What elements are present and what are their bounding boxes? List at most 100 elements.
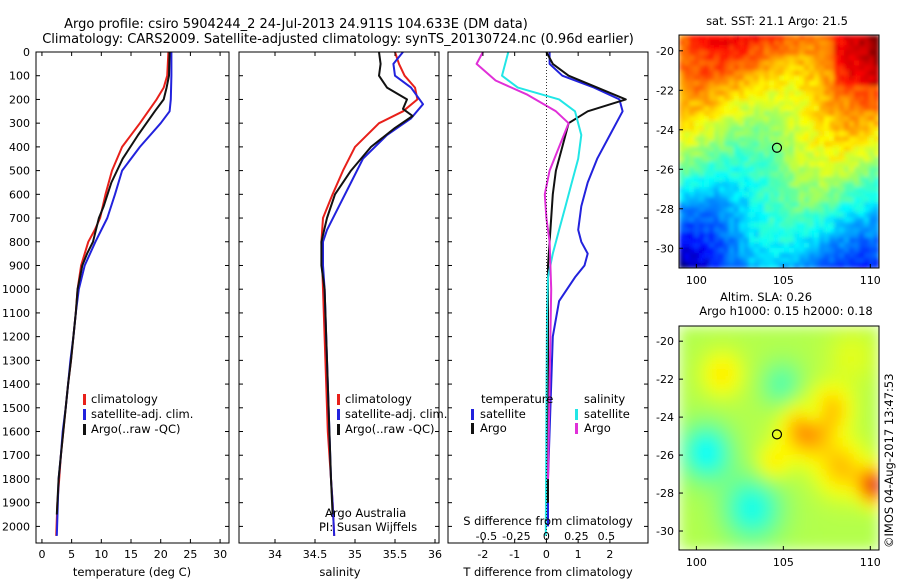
sst-cell [709,90,715,97]
sst-cell [779,237,785,244]
sst-cell [874,161,879,168]
sla-cell [729,431,736,439]
sla-cell [866,411,874,419]
sla-cell [785,510,793,518]
sla-cell [860,451,868,459]
sla-cell [760,484,768,492]
sla-cell [766,464,774,472]
sla-cell [866,451,874,459]
sla-cell [679,510,686,518]
sla-cell [791,451,799,459]
sla-cell [854,405,861,413]
sst-cell [749,227,755,234]
map-y-tick-label: -24 [656,411,674,424]
sst-cell [679,65,685,72]
sla-cell [760,477,768,485]
sla-cell [747,378,755,386]
sla-cell [710,444,718,452]
sst-cell [849,105,855,112]
sla-cell [835,517,843,525]
sla-cell [854,352,861,360]
sst-cell [839,151,845,158]
sst-cell [779,60,785,66]
sst-cell [874,90,879,97]
y-tick-label: 1800 [2,473,30,486]
sst-cell [759,85,765,92]
sst-cell [689,242,695,249]
sst-cell [829,146,835,153]
sla-cell [691,451,699,459]
sst-cell [874,202,879,208]
sst-cell [689,50,695,56]
sla-cell [710,372,718,380]
sst-cell [819,262,825,268]
sla-cell [685,345,693,353]
sla-cell [685,484,693,492]
sst-cell [774,75,780,82]
sst-cell [764,65,770,72]
sla-cell [741,358,749,367]
sst-cell [754,60,760,66]
sst-cell [819,136,825,142]
sst-cell [749,257,755,264]
sst-cell [769,80,775,87]
sla-cell [841,424,849,432]
sla-cell [797,536,805,544]
sla-cell [854,457,861,465]
sst-cell [809,111,815,117]
sla-cell [841,378,849,386]
sst-cell [799,116,805,122]
sst-cell [854,237,860,244]
sla-cell [797,372,805,380]
sst-cell [779,141,785,148]
sst-cell [699,35,705,41]
sla-cell [866,484,874,492]
sst-cell [844,126,850,132]
sla-cell [710,365,718,373]
y-tick-label: 1100 [2,307,30,320]
sst-cell [809,146,815,153]
sst-cell [819,50,825,56]
sla-cell [810,530,818,538]
sst-cell [864,146,870,153]
sst-cell [704,85,710,92]
sst-cell [689,161,695,168]
sla-cell [791,503,799,512]
sst-cell [869,237,875,244]
sla-cell [860,444,868,452]
sst-cell [804,131,810,137]
sla-cell [754,464,761,472]
sst-cell [734,80,740,87]
sst-cell [844,75,850,82]
sst-cell [864,232,870,239]
sla-cell [697,497,705,505]
sst-cell [834,212,840,218]
sst-field [679,35,879,268]
sst-cell [799,85,805,92]
sla-cell [785,470,793,479]
sla-cell [829,536,836,544]
sst-cell [739,262,745,268]
sst-cell [704,126,710,132]
sla-cell [860,490,868,498]
sla-cell [679,470,686,479]
sst-cell [719,70,725,77]
sst-cell [739,80,745,87]
sla-cell [691,391,699,400]
sst-cell [774,257,780,264]
sst-cell [809,40,815,46]
sst-cell [709,242,715,249]
sla-cell [804,503,811,512]
sst-cell [699,131,705,137]
sla-cell [772,490,780,498]
sst-cell [689,136,695,142]
sst-cell [684,212,690,218]
sst-cell [864,197,870,203]
sla-cell [835,385,843,393]
sst-cell [744,151,750,158]
sst-cell [694,131,700,137]
sla-cell [816,326,824,334]
sst-cell [689,40,695,46]
sst-cell [839,111,845,117]
sst-cell [729,202,735,208]
